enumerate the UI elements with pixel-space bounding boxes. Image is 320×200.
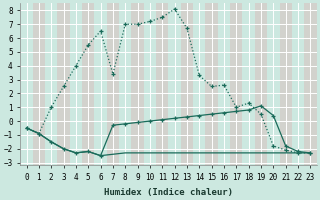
Bar bbox=[132, 3, 144, 165]
Bar bbox=[94, 3, 107, 165]
Bar bbox=[70, 3, 82, 165]
Bar bbox=[144, 3, 156, 165]
Bar bbox=[304, 3, 316, 165]
Bar bbox=[82, 3, 94, 165]
Bar bbox=[20, 3, 33, 165]
Bar bbox=[267, 3, 279, 165]
Bar bbox=[292, 3, 304, 165]
Bar bbox=[279, 3, 292, 165]
Bar bbox=[218, 3, 230, 165]
Bar bbox=[107, 3, 119, 165]
X-axis label: Humidex (Indice chaleur): Humidex (Indice chaleur) bbox=[104, 188, 233, 197]
Bar bbox=[57, 3, 70, 165]
Bar bbox=[255, 3, 267, 165]
Bar bbox=[181, 3, 193, 165]
Bar bbox=[193, 3, 205, 165]
Bar bbox=[168, 3, 181, 165]
Bar bbox=[205, 3, 218, 165]
Bar bbox=[243, 3, 255, 165]
Bar bbox=[230, 3, 243, 165]
Bar bbox=[45, 3, 57, 165]
Bar bbox=[156, 3, 168, 165]
Bar bbox=[119, 3, 132, 165]
Bar bbox=[33, 3, 45, 165]
